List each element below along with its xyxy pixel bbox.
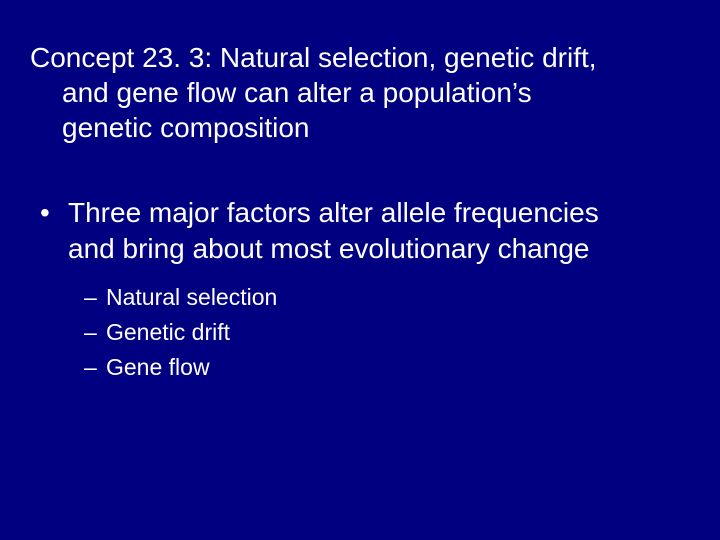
bullet-list-level1: Three major factors alter allele frequen… (30, 195, 690, 383)
subitem-2: Genetic drift (84, 317, 690, 348)
title-line-1: Concept 23. 3: Natural selection, geneti… (30, 42, 597, 73)
bullet-list-level2: Natural selection Genetic drift Gene flo… (68, 282, 690, 383)
title-line-3: genetic composition (30, 110, 690, 145)
bullet-item-1-line2: and bring about most evolutionary change (68, 231, 690, 267)
subitem-3: Gene flow (84, 352, 690, 383)
bullet-item-1-line1: Three major factors alter allele frequen… (68, 197, 599, 228)
slide-title: Concept 23. 3: Natural selection, geneti… (30, 40, 690, 145)
subitem-1: Natural selection (84, 282, 690, 313)
bullet-item-1: Three major factors alter allele frequen… (40, 195, 690, 383)
slide: Concept 23. 3: Natural selection, geneti… (0, 0, 720, 540)
title-line-2: and gene flow can alter a population’s (30, 75, 690, 110)
